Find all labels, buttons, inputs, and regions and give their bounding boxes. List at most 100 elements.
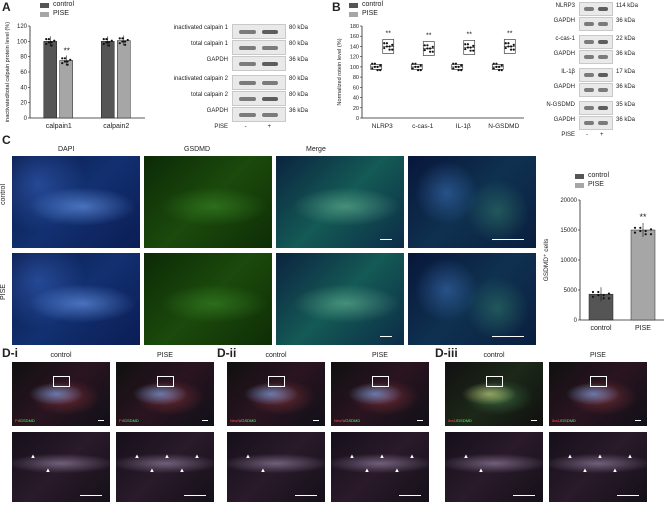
blot-plus-label: + — [600, 132, 604, 138]
data-point — [383, 42, 386, 45]
arrowhead-marker: ▲ — [627, 454, 633, 460]
data-point — [45, 42, 48, 46]
data-point — [504, 46, 507, 50]
blot-band — [239, 112, 256, 117]
arrowhead-marker: ▲ — [364, 468, 370, 474]
data-point — [509, 48, 513, 51]
blot-band — [597, 7, 608, 11]
d-col-label: PISE — [372, 352, 388, 359]
stain-label-b: GSDMD — [560, 418, 576, 423]
blot-band — [583, 7, 595, 11]
zoom-region-box — [157, 376, 175, 388]
data-point — [512, 48, 515, 51]
blot-kda-label: 36 kDa — [289, 108, 309, 114]
arrowhead-marker: ▲ — [149, 468, 155, 474]
d-zoom-image: ▲ ▲ ▲ ▲ ▲ — [116, 432, 214, 502]
blot-pise-label: PISE — [214, 124, 228, 130]
data-point — [66, 63, 69, 66]
x-tick-label: N-GSDMD — [488, 123, 519, 130]
c-image-gsdmd-pise — [144, 253, 272, 345]
scale-bar — [295, 495, 317, 496]
blot-row-label: inactivated calpain 2 — [173, 76, 228, 82]
data-point — [591, 295, 595, 298]
x-tick-label: calpain1 — [46, 123, 72, 130]
scale-bar — [417, 420, 423, 421]
arrowhead-marker: ▲ — [30, 454, 36, 460]
d-col-label: PISE — [590, 352, 606, 359]
zoom-region-box — [268, 376, 286, 388]
blot-kda-label: 80 kDa — [289, 25, 309, 31]
data-point — [431, 45, 434, 48]
data-point — [373, 65, 377, 68]
blot-strip — [579, 101, 613, 115]
bar — [43, 41, 57, 119]
chart-c-svg: 0 5000 10000 15000 20000 GSDMD⁺ cells control P… — [543, 198, 664, 332]
scale-bar — [313, 420, 319, 421]
c-image-gsdmd-control — [144, 156, 272, 248]
y-tick-label: 40 — [20, 85, 27, 91]
data-point — [597, 290, 600, 294]
legend-swatch-pise-b — [349, 12, 358, 17]
x-tick-label: c-cas-1 — [412, 123, 434, 130]
stain-label: Iba1/GSDMD — [448, 418, 472, 423]
legend-label-pise-b: PISE — [362, 10, 378, 17]
data-point — [50, 41, 53, 44]
c-row-pise: PISE — [0, 284, 7, 300]
scale-bar — [531, 420, 537, 421]
data-point — [469, 46, 472, 49]
data-point — [639, 229, 642, 233]
y-tick-label: 0 — [24, 116, 28, 122]
d-overview-image: PI/GSDMD — [12, 362, 110, 426]
blot-a: inactivated calpain 1 80 kDa total calpain… — [160, 24, 330, 134]
arrowhead-marker: ▲ — [349, 454, 355, 460]
data-point — [607, 292, 611, 295]
x-tick-label: calpain2 — [103, 123, 129, 130]
scale-bar — [184, 495, 206, 496]
data-point — [416, 68, 420, 72]
legend-swatch-control-c — [575, 174, 584, 179]
d-col-label: control — [50, 352, 72, 359]
data-point — [469, 49, 472, 52]
d-zoom-image: ▲ ▲ ▲ ▲ ▲ — [549, 432, 647, 502]
data-point — [464, 43, 467, 46]
arrowhead-marker: ▲ — [582, 468, 588, 474]
d-zoom-image: ▲ ▲ — [227, 432, 325, 502]
c-image-dapi-pise — [12, 253, 140, 345]
data-point — [391, 43, 394, 46]
blot-kda-label: 36 kDa — [616, 117, 636, 123]
c-col-merge: Merge — [306, 146, 326, 153]
blot-pise-label: PISE — [561, 132, 575, 138]
legend-swatch-control — [40, 3, 49, 8]
blot-strip — [579, 17, 613, 31]
data-point — [411, 62, 414, 65]
data-point — [121, 37, 124, 40]
data-point — [102, 42, 105, 46]
significance-mark: ** — [467, 31, 473, 38]
y-tick-label: 160 — [350, 34, 359, 40]
arrowhead-marker: ▲ — [194, 454, 200, 460]
stain-label: PI/GSDMD — [15, 418, 35, 423]
data-point — [633, 226, 637, 229]
data-point — [507, 42, 510, 45]
d-zoom-image: ▲ ▲ — [12, 432, 110, 502]
blot-kda-label: 36 kDa — [289, 57, 309, 63]
data-point — [639, 226, 642, 229]
data-point — [66, 60, 69, 63]
data-point — [376, 65, 379, 68]
c-image-merge-pise — [276, 253, 404, 345]
panel-label-d: D-iii — [435, 346, 458, 360]
data-point — [460, 68, 463, 72]
blot-row-label: GAPDH — [553, 18, 575, 24]
c-col-dapi: DAPI — [58, 146, 75, 153]
bar — [59, 60, 73, 119]
stain-label-a: Iba1 — [552, 418, 560, 423]
blot-row-label: GAPDH — [206, 108, 228, 114]
blot-row-label: IL-1β — [561, 69, 575, 75]
y-tick-label: 80 — [20, 55, 27, 61]
stain-label-b: GSDMD — [456, 418, 472, 423]
data-point — [497, 65, 501, 68]
legend-label-pise-c: PISE — [588, 181, 604, 188]
blot-band — [583, 40, 595, 44]
y-tick-label: 0 — [356, 116, 359, 122]
blot-kda-label: 80 kDa — [289, 41, 309, 47]
